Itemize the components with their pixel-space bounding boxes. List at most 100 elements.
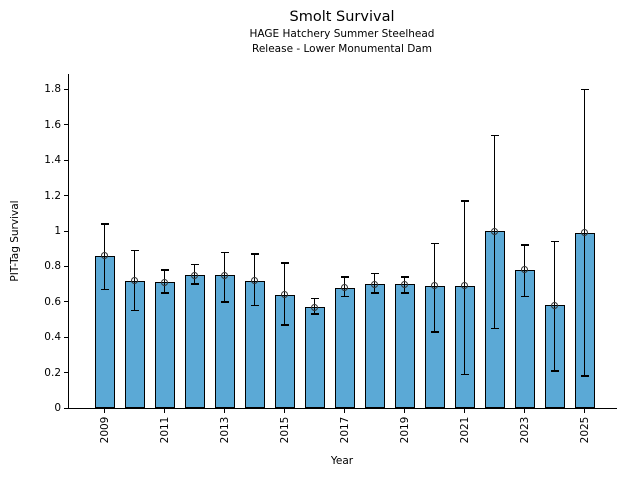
bar-2011 [154,282,175,408]
x-tick-label: 2017 [338,416,351,444]
error-cap-bottom-2011 [160,292,169,294]
x-tick [284,409,285,413]
x-tick-label: 2015 [278,416,291,444]
error-cap-top-2022 [490,134,499,137]
y-tick-label: 1.4 [44,154,61,167]
y-tick-label: 0 [54,402,61,414]
mean-marker-2021 [461,282,468,290]
y-tick-label: 0.4 [44,331,61,344]
y-tick-label: 0.8 [44,260,61,273]
x-tick-label: 2009 [98,416,111,444]
x-tick-label: 2023 [518,416,531,444]
chart-title: Smolt Survival [289,9,395,25]
x-tick-label: 2011 [158,416,171,444]
bar-2019 [394,284,415,408]
mean-marker-2012 [191,271,198,279]
bar-2017 [334,287,355,408]
error-cap-top-2012 [190,263,199,266]
error-cap-top-2010 [130,249,139,252]
y-tick [64,159,68,161]
y-tick [64,195,68,197]
error-cap-bottom-2019 [400,292,409,294]
mean-marker-2024 [551,301,558,309]
mean-marker-2018 [371,280,378,288]
plot-area: 0 0.2 0.4 0.6 0.8 1 1.2 1.4 1.6 1.8 2009 2011 2013 20… [44,74,617,443]
error-cap-top-2025 [580,88,589,91]
error-cap-top-2021 [460,200,469,202]
error-cap-top-2019 [400,276,409,278]
x-tick [164,409,165,413]
y-tick [64,265,68,267]
y-tick [64,301,68,303]
error-cap-top-2017 [340,276,349,278]
y-axis-label: PIT-Tag Survival [9,200,21,282]
error-cap-bottom-2023 [520,295,529,298]
mean-marker-2011 [161,278,168,286]
y-tick [64,407,68,409]
y-tick-label: 0.6 [44,295,61,308]
error-cap-bottom-2018 [370,292,379,294]
error-cap-top-2023 [520,244,529,246]
bar-2018 [364,284,385,408]
mean-marker-2019 [401,280,408,288]
bar-2016 [304,307,325,408]
mean-marker-2015 [281,291,288,299]
error-cap-bottom-2012 [190,283,199,285]
x-tick [584,409,585,413]
mean-marker-2009 [101,252,108,260]
error-cap-top-2011 [160,269,169,271]
mean-marker-2023 [521,266,528,274]
y-tick-label: 1.6 [44,118,61,131]
error-cap-bottom-2010 [130,309,139,312]
x-tick [524,409,525,413]
x-axis-label: Year [330,455,354,467]
y-tick-label: 0.2 [44,366,61,379]
error-cap-bottom-2016 [310,313,319,315]
error-cap-bottom-2022 [490,327,499,330]
x-tick-label: 2019 [398,416,411,444]
error-cap-top-2016 [310,297,319,300]
y-tick [64,230,68,232]
error-cap-bottom-2017 [340,295,349,298]
chart-subtitle-line1: HAGE Hatchery Summer Steelhead [249,28,435,40]
error-cap-top-2015 [280,262,289,264]
error-cap-bottom-2009 [100,288,109,291]
y-tick [64,124,68,126]
mean-marker-2022 [491,227,498,235]
error-cap-top-2014 [250,253,259,255]
y-tick [64,88,68,90]
y-tick-label: 1.8 [44,83,61,96]
title-block: Smolt Survival HAGE Hatchery Summer Stee… [68,8,616,57]
mean-marker-2025 [581,229,588,237]
error-cap-top-2018 [370,272,379,275]
x-tick [344,409,345,413]
error-cap-bottom-2025 [580,375,589,377]
error-cap-top-2009 [100,223,109,225]
mean-marker-2013 [221,271,228,279]
x-tick [104,409,105,413]
mean-marker-2017 [341,284,348,292]
error-cap-top-2013 [220,251,229,253]
x-tick [224,409,225,413]
x-tick [404,409,405,413]
error-cap-bottom-2015 [280,324,289,326]
x-tick-label: 2025 [578,416,591,444]
x-tick-label: 2021 [458,416,471,444]
x-tick [464,409,465,413]
y-tick [64,336,68,338]
error-cap-bottom-2020 [430,331,439,333]
error-cap-bottom-2024 [550,370,559,372]
error-cap-top-2024 [550,240,559,243]
mean-marker-2010 [131,277,138,285]
error-cap-bottom-2021 [460,373,469,376]
x-tick-label: 2013 [218,416,231,444]
mean-marker-2020 [431,282,438,290]
y-tick-label: 1.2 [44,189,61,202]
y-tick [64,372,68,374]
bar-2012 [184,275,205,408]
error-cap-bottom-2013 [220,301,229,303]
error-cap-top-2020 [430,242,439,245]
chart-subtitle-line2: Release - Lower Monumental Dam [252,43,432,55]
y-tick-label: 1 [54,225,61,237]
